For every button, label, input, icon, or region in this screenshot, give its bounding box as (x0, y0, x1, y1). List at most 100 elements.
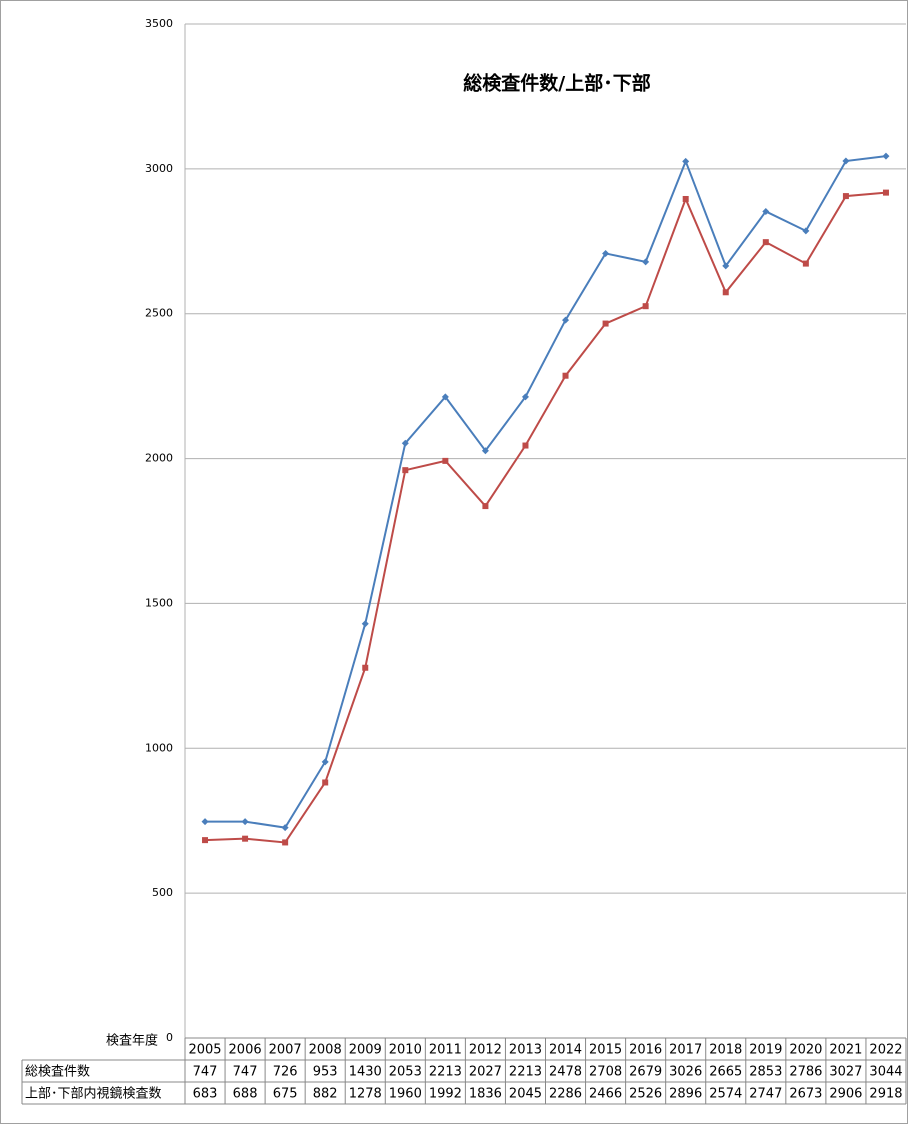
table-value: 2478 (549, 1065, 582, 1080)
point (321, 758, 329, 766)
chart-title: 総検査件数/上部･下部 (463, 72, 650, 95)
x-tick-label: 2018 (709, 1043, 742, 1058)
x-tick-label: 2012 (469, 1043, 502, 1058)
table-value: 882 (313, 1087, 338, 1102)
y-tick-label: 500 (152, 886, 173, 899)
x-tick-label: 2009 (349, 1043, 382, 1058)
table-value: 2906 (829, 1087, 862, 1102)
table-value: 747 (233, 1065, 258, 1080)
table-value: 2918 (869, 1087, 902, 1102)
point (602, 320, 609, 327)
table-value: 2286 (549, 1087, 582, 1102)
point (482, 503, 489, 510)
x-axis-label: 検査年度 (106, 1033, 158, 1049)
table-value: 675 (273, 1087, 298, 1102)
point (242, 835, 249, 842)
table-value: 2786 (789, 1065, 822, 1080)
table-value: 2665 (709, 1065, 742, 1080)
table-value: 2027 (469, 1065, 502, 1080)
table-value: 2045 (509, 1087, 542, 1102)
point (361, 620, 369, 628)
x-tick-label: 2005 (188, 1043, 221, 1058)
table-value: 3026 (669, 1065, 702, 1080)
y-tick-label: 0 (166, 1031, 173, 1044)
point (682, 195, 689, 202)
table-value: 2053 (389, 1065, 422, 1080)
point (282, 839, 289, 846)
point (201, 818, 209, 826)
point (402, 467, 409, 474)
point (882, 152, 890, 160)
point (842, 193, 849, 200)
point (562, 372, 569, 379)
point (562, 316, 570, 324)
point (722, 262, 730, 270)
legend-label: 総検査件数 (25, 1065, 90, 1080)
x-tick-label: 2014 (549, 1043, 582, 1058)
x-tick-label: 2006 (229, 1043, 262, 1058)
table-value: 2213 (429, 1065, 462, 1080)
x-tick-label: 2019 (749, 1043, 782, 1058)
y-tick-label: 3500 (145, 17, 173, 30)
point (642, 303, 649, 310)
table-value: 1278 (349, 1087, 382, 1102)
y-tick-label: 2000 (145, 452, 173, 465)
y-tick-label: 3000 (145, 162, 173, 175)
point (522, 442, 529, 449)
point (441, 393, 449, 401)
table-value: 688 (233, 1087, 258, 1102)
x-tick-label: 2020 (789, 1043, 822, 1058)
table-value: 2747 (749, 1087, 782, 1102)
point (401, 439, 409, 447)
table-value: 2574 (709, 1087, 742, 1102)
table-value: 2708 (589, 1065, 622, 1080)
table-value: 1836 (469, 1087, 502, 1102)
series-line (205, 155, 887, 829)
point (722, 289, 729, 296)
table-value: 2679 (629, 1065, 662, 1080)
table-value: 1960 (389, 1087, 422, 1102)
x-tick-label: 2021 (829, 1043, 862, 1058)
table-value: 747 (193, 1065, 218, 1080)
point (202, 837, 209, 844)
point (281, 824, 289, 832)
table-value: 2853 (749, 1065, 782, 1080)
point (602, 249, 610, 257)
series-line (204, 191, 887, 844)
table-value: 2673 (789, 1087, 822, 1102)
point (762, 239, 769, 246)
x-tick-label: 2010 (389, 1043, 422, 1058)
x-tick-label: 2013 (509, 1043, 542, 1058)
point (842, 157, 850, 165)
legend-label: 上部･下部内視鏡検査数 (25, 1086, 162, 1102)
table-value: 1430 (349, 1065, 382, 1080)
point (882, 189, 889, 196)
point (322, 779, 329, 786)
table-value: 3027 (829, 1065, 862, 1080)
x-tick-label: 2016 (629, 1043, 662, 1058)
x-tick-label: 2017 (669, 1043, 702, 1058)
x-tick-label: 2015 (589, 1043, 622, 1058)
x-tick-label: 2022 (869, 1043, 902, 1058)
point (802, 260, 809, 267)
table-value: 2526 (629, 1087, 662, 1102)
table-value: 953 (313, 1065, 338, 1080)
point (521, 393, 529, 401)
table-value: 2466 (589, 1087, 622, 1102)
point (762, 207, 770, 215)
x-tick-label: 2007 (269, 1043, 302, 1058)
point (442, 457, 449, 464)
table-value: 1992 (429, 1087, 462, 1102)
point (362, 664, 369, 671)
table-value: 726 (273, 1065, 298, 1080)
point (642, 258, 650, 266)
x-tick-label: 2011 (429, 1043, 462, 1058)
point (241, 818, 249, 826)
point (481, 447, 489, 455)
table-value: 2213 (509, 1065, 542, 1080)
table-value: 2896 (669, 1087, 702, 1102)
table-value: 3044 (869, 1065, 902, 1080)
y-tick-label: 1500 (145, 596, 173, 609)
